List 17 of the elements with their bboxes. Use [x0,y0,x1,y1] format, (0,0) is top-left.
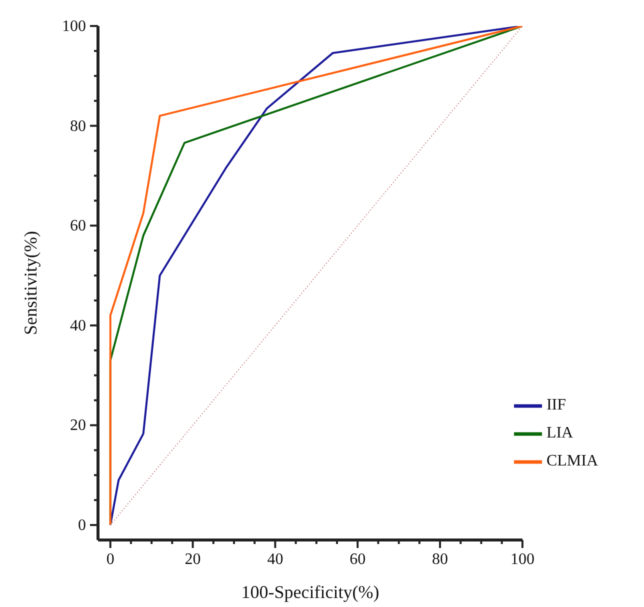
x-axis-title: 100-Specificity(%) [241,582,380,602]
y-tick-label: 100 [62,18,86,35]
y-axis-title: Sensitivity(%) [20,231,40,335]
x-tick-label: 40 [267,551,284,568]
y-tick-label: 60 [70,218,86,235]
x-tick-label: 20 [184,551,201,568]
x-tick-label: 0 [106,551,114,568]
y-tick-label: 80 [70,118,86,135]
legend-label: LIA [546,424,574,442]
x-tick-label: 80 [432,551,448,568]
y-tick-label: 40 [70,317,86,334]
y-tick-label: 0 [78,517,86,534]
x-tick-label: 100 [510,551,534,568]
x-tick-label: 60 [350,551,366,568]
legend-label: CLMIA [546,452,598,470]
legend-label: IIF [546,396,566,414]
y-tick-label: 20 [70,417,86,434]
